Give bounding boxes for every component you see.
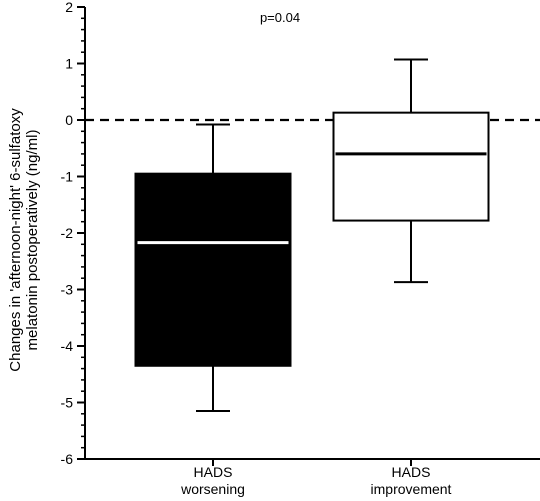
y-tick-label: -6 xyxy=(61,451,74,467)
y-tick-label: 0 xyxy=(65,112,73,128)
y-axis-label-line2: melatonin postoperatively (ng/ml) xyxy=(24,130,41,351)
y-tick-label: 2 xyxy=(65,0,73,15)
interquartile-box xyxy=(134,172,292,367)
x-tick-label-line2: improvement xyxy=(371,481,452,497)
y-axis-label-line1: Changes in 'afternoon-night' 6-sulfatoxy xyxy=(7,108,24,372)
y-tick-label: -2 xyxy=(61,225,74,241)
plot-area xyxy=(85,58,540,412)
y-tick-label: 1 xyxy=(65,56,73,72)
y-tick-label: -3 xyxy=(61,282,74,298)
box-group xyxy=(332,58,490,284)
y-axis-label: Changes in 'afternoon-night' 6-sulfatoxy… xyxy=(7,108,41,372)
x-tick-label-line1: HADS xyxy=(392,464,431,480)
y-axis: 2 1 0 -1 -2 -3 -4 -5 -6 xyxy=(61,0,86,467)
interquartile-box xyxy=(332,111,490,222)
y-tick-label: -5 xyxy=(61,395,74,411)
x-tick-label-line2: worsening xyxy=(180,481,245,497)
p-value-annotation: p=0.04 xyxy=(260,10,300,25)
y-tick-label: -1 xyxy=(61,169,74,185)
y-tick-label: -4 xyxy=(61,338,74,354)
box-group xyxy=(134,123,292,412)
x-tick-label-line1: HADS xyxy=(194,464,233,480)
